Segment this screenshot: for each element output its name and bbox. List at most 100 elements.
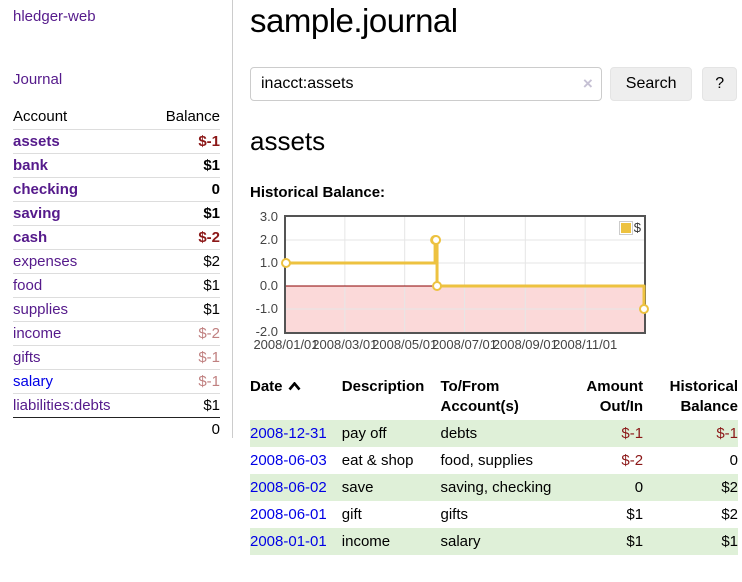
chart-plot[interactable]: $ xyxy=(281,215,649,334)
transaction-accounts: food, supplies xyxy=(440,452,534,469)
accounts-total-row: 0 xyxy=(13,417,220,441)
balance-chart: $ 3.0 2.0 1.0 0.0 -1.0 -2.0 2008/01/01 2008/03/… xyxy=(250,209,737,352)
account-balance: $1 xyxy=(146,297,220,322)
account-column-header: Account xyxy=(13,108,68,125)
transaction-accounts: gifts xyxy=(440,506,468,523)
y-axis-tick-label: -1.0 xyxy=(255,301,278,316)
legend-label: $ xyxy=(633,220,641,235)
sidebar-item-journal[interactable]: Journal xyxy=(13,71,63,88)
description-column-header: Description xyxy=(341,378,425,395)
y-axis-tick-label: 2.0 xyxy=(259,232,278,247)
account-link-expenses[interactable]: expenses xyxy=(13,253,78,270)
account-balance: $-1 xyxy=(146,369,220,394)
transaction-description: income xyxy=(341,528,441,555)
account-link-checking[interactable]: checking xyxy=(13,181,79,198)
transaction-description: save xyxy=(341,474,441,501)
transaction-balance: $2 xyxy=(721,506,738,523)
account-row: bank $1 xyxy=(13,153,220,178)
register-row: 2008-06-02 save saving, checking 0 $2 xyxy=(250,474,738,501)
register-row: 2008-01-01 income salary $1 $1 xyxy=(250,528,738,555)
transaction-date-link[interactable]: 2008-01-01 xyxy=(250,533,327,550)
account-balance: $1 xyxy=(146,153,220,178)
account-row: checking 0 xyxy=(13,177,220,202)
y-axis-tick-label: 1.0 xyxy=(259,255,278,270)
account-row: cash $-2 xyxy=(13,225,220,250)
transaction-amount: $1 xyxy=(564,528,644,555)
balance-column-header: Balance xyxy=(165,108,220,125)
transaction-balance: $-1 xyxy=(643,420,738,447)
account-link-supplies[interactable]: supplies xyxy=(13,301,69,318)
account-row: saving $1 xyxy=(13,201,220,226)
accounts-table: Account Balance assets $-1 bank $1 check… xyxy=(13,105,220,441)
account-balance: $-1 xyxy=(146,129,220,154)
transaction-date-link[interactable]: 2008-06-02 xyxy=(250,479,327,496)
x-axis-tick-label: 2008/07/01 xyxy=(431,337,498,352)
x-axis-tick-label: 2008/09/01 xyxy=(492,337,558,352)
account-balance: 0 xyxy=(146,177,220,202)
accounts-column-header: To/From Account(s) xyxy=(440,378,519,415)
transaction-amount: $-1 xyxy=(564,420,644,447)
account-link-gifts[interactable]: gifts xyxy=(13,349,41,366)
transaction-accounts: debts xyxy=(440,420,565,447)
page-title: sample.journal xyxy=(250,2,458,39)
chart-legend: $ xyxy=(618,220,641,235)
amount-column-header: Amount Out/In xyxy=(586,378,644,415)
sort-ascending-icon xyxy=(288,377,301,397)
account-row: gifts $-1 xyxy=(13,345,220,370)
transaction-date-link[interactable]: 2008-06-01 xyxy=(250,506,327,523)
account-balance: $-2 xyxy=(146,321,220,346)
account-link-saving[interactable]: saving xyxy=(13,205,61,222)
account-link-cash[interactable]: cash xyxy=(13,229,48,246)
sidebar: hledger-web Journal Account Balance asse… xyxy=(0,0,233,441)
chart-title: Historical Balance: xyxy=(250,184,386,201)
register-table: Date Description To/From Account(s) Amou… xyxy=(250,374,738,555)
account-row: expenses $2 xyxy=(13,249,220,274)
account-row: supplies $1 xyxy=(13,297,220,322)
account-heading: assets xyxy=(250,126,326,156)
search-input[interactable] xyxy=(250,67,602,101)
chart-canvas xyxy=(281,217,649,332)
transaction-amount: 0 xyxy=(564,474,644,501)
account-balance: $2 xyxy=(146,249,220,274)
y-axis-tick-label: -2.0 xyxy=(255,324,278,339)
account-balance: $1 xyxy=(146,393,220,418)
account-link-food[interactable]: food xyxy=(13,277,43,294)
accounts-total-value: 0 xyxy=(146,417,220,441)
account-link-bank[interactable]: bank xyxy=(13,157,49,174)
account-row: income $-2 xyxy=(13,321,220,346)
transaction-balance: 0 xyxy=(729,452,738,469)
search-button[interactable]: Search xyxy=(609,67,693,101)
account-link-liabilities-debts[interactable]: liabilities:debts xyxy=(13,397,111,414)
transaction-amount: $1 xyxy=(626,506,644,523)
register-row: 2008-06-03 eat & shop food, supplies $-2… xyxy=(250,447,738,474)
account-link-assets[interactable]: assets xyxy=(13,133,60,150)
y-axis-tick-label: 3.0 xyxy=(259,209,278,224)
transaction-balance: $2 xyxy=(643,474,738,501)
clear-search-icon[interactable]: × xyxy=(582,74,593,93)
help-button[interactable]: ? xyxy=(702,67,737,101)
transaction-accounts: saving, checking xyxy=(440,474,565,501)
date-column-header[interactable]: Date xyxy=(250,374,342,420)
transaction-description: gift xyxy=(341,506,362,523)
register-header-row: Date Description To/From Account(s) Amou… xyxy=(250,374,738,420)
x-axis-tick-label: 2008/01/01 xyxy=(253,337,319,352)
app-title-link[interactable]: hledger-web xyxy=(13,8,96,25)
account-link-salary[interactable]: salary xyxy=(13,373,54,390)
account-balance: $-2 xyxy=(146,225,220,250)
account-row: food $1 xyxy=(13,273,220,298)
account-row: assets $-1 xyxy=(13,129,220,154)
transaction-date-link[interactable]: 2008-06-03 xyxy=(250,452,327,469)
transaction-amount: $-2 xyxy=(621,452,644,469)
accounts-header-row: Account Balance xyxy=(13,105,220,130)
register-row: 2008-12-31 pay off debts $-1 $-1 xyxy=(250,420,738,447)
x-axis-tick-label: 2008/11/01 xyxy=(553,337,618,352)
transaction-description: pay off xyxy=(341,420,441,447)
search-form: × Search ? xyxy=(250,67,737,101)
legend-swatch xyxy=(618,220,633,235)
account-link-income[interactable]: income xyxy=(13,325,62,342)
transaction-date-link[interactable]: 2008-12-31 xyxy=(250,425,327,442)
account-balance: $1 xyxy=(146,201,220,226)
x-axis-tick-label: 2008/05/01 xyxy=(372,337,438,352)
y-axis-tick-label: 0.0 xyxy=(259,278,278,293)
register-row: 2008-06-01 gift gifts $1 $2 xyxy=(250,501,738,528)
